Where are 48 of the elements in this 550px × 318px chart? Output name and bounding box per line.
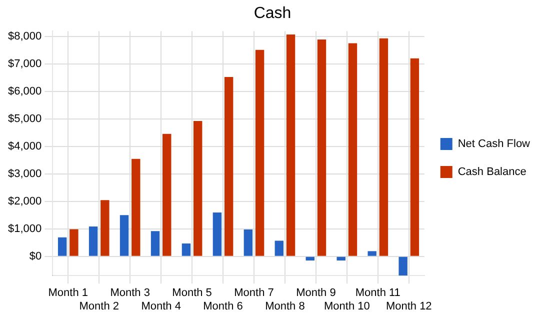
bar <box>70 229 78 256</box>
x-tick-label: Month 11 <box>355 287 400 300</box>
bar <box>398 256 408 276</box>
y-tick-label: $1,000 <box>8 222 42 235</box>
legend-label: Net Cash Flow <box>458 138 530 150</box>
x-tick-label: Month 2 <box>79 300 119 312</box>
chart-title: Cash <box>254 5 292 22</box>
bar <box>306 256 314 260</box>
x-tick-label: Month 12 <box>386 300 432 312</box>
bar <box>379 38 388 256</box>
bar <box>150 231 160 256</box>
x-tick-label: Month 3 <box>110 287 150 300</box>
bar <box>58 237 67 256</box>
bar <box>182 243 191 256</box>
y-tick-label: $4,000 <box>8 140 42 153</box>
bar <box>286 34 296 256</box>
bar <box>255 50 264 256</box>
x-tick-label: Month 10 <box>324 300 370 312</box>
x-tick-label: Month 5 <box>172 287 212 300</box>
bar <box>317 39 326 256</box>
bar <box>100 200 110 256</box>
bar <box>120 215 129 256</box>
x-tick-label: Month 1 <box>48 287 88 300</box>
y-tick-label: $3,000 <box>8 168 42 180</box>
legend-label: Cash Balance <box>458 166 526 178</box>
y-tick-label: $2,000 <box>8 195 42 208</box>
bar <box>410 58 420 256</box>
y-tick-label: $6,000 <box>8 86 42 98</box>
x-tick-label: Month 7 <box>234 287 274 300</box>
x-tick-label: Month 8 <box>265 300 305 312</box>
bar <box>88 226 98 256</box>
y-tick-label: $5,000 <box>8 113 42 126</box>
x-tick-label: Month 4 <box>141 300 181 312</box>
bar <box>244 229 253 256</box>
bar <box>132 158 140 256</box>
bar <box>224 77 234 256</box>
bar <box>193 120 202 256</box>
bar <box>162 134 172 256</box>
bar <box>368 251 376 256</box>
y-tick-label: $7,000 <box>8 58 42 70</box>
bar <box>212 212 222 256</box>
x-tick-label: Month 9 <box>296 287 336 300</box>
x-tick-label: Month 6 <box>203 300 243 312</box>
bar <box>274 240 284 256</box>
bar <box>336 256 346 260</box>
bar <box>348 43 358 256</box>
y-tick-label: $0 <box>29 250 42 262</box>
y-tick-label: $8,000 <box>8 30 42 43</box>
